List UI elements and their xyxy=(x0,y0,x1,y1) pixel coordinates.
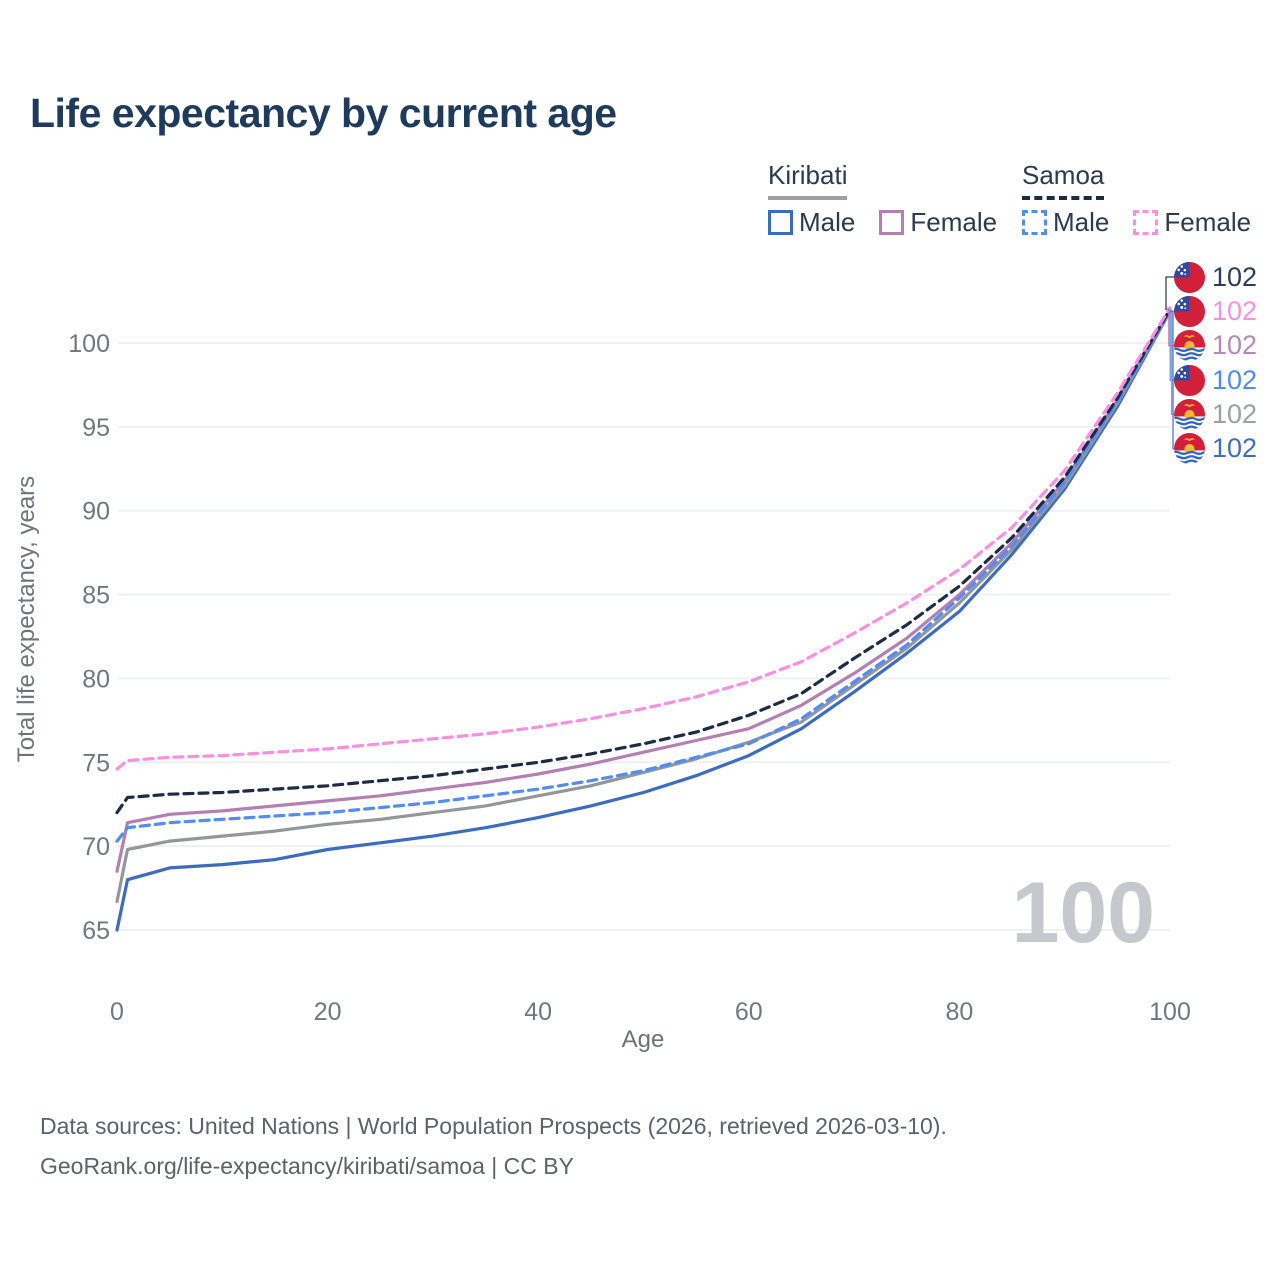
series-line-samoa-all[interactable] xyxy=(115,307,1172,815)
kiribati-flag-icon xyxy=(1174,330,1205,361)
y-tick-label: 80 xyxy=(82,665,110,693)
end-value: 102 xyxy=(1212,398,1258,429)
x-tick-label: 100 xyxy=(1149,998,1191,1026)
data-sources-line1: Data sources: United Nations | World Pop… xyxy=(40,1113,947,1139)
legend-country-samoa[interactable]: Samoa xyxy=(1022,160,1105,200)
y-axis-title: Total life expectancy, years xyxy=(13,475,40,763)
x-tick-label: 60 xyxy=(735,998,763,1026)
y-tick-label: 100 xyxy=(68,330,110,358)
kiribati-flag-icon xyxy=(1174,399,1205,430)
x-tick-label: 0 xyxy=(110,998,124,1026)
end-value: 102 xyxy=(1212,261,1258,292)
data-sources: Data sources: United Nations | World Pop… xyxy=(40,1106,947,1187)
y-tick-label: 65 xyxy=(82,917,110,945)
kiribati-flag-icon xyxy=(1174,433,1205,464)
legend-country-kiribati[interactable]: Kiribati xyxy=(768,160,848,200)
samoa-flag-icon xyxy=(1174,262,1205,293)
end-label-samoa-all: 102 xyxy=(1174,260,1257,294)
x-tick-label: 80 xyxy=(945,998,973,1026)
y-tick-label: 70 xyxy=(82,833,110,861)
samoa-female-swatch-icon xyxy=(1133,210,1159,235)
y-tick-label: 75 xyxy=(82,749,110,777)
series-line-kiribati-all[interactable] xyxy=(115,309,1172,904)
legend-item-samoa-male[interactable]: Male xyxy=(1022,207,1109,238)
series-line-samoa-male[interactable] xyxy=(115,309,1172,843)
legend-label-kiribati-male: Male xyxy=(799,207,856,237)
page-title: Life expectancy by current age xyxy=(30,90,617,136)
kiribati-male-swatch-icon xyxy=(768,210,793,235)
y-tick-label: 90 xyxy=(82,498,110,526)
series-line-samoa-female[interactable] xyxy=(115,306,1172,771)
data-sources-line2[interactable]: GeoRank.org/life-expectancy/kiribati/sam… xyxy=(40,1153,574,1180)
legend-label-kiribati-female: Female xyxy=(910,207,998,237)
legend-item-samoa-female[interactable]: Female xyxy=(1133,207,1251,238)
y-tick-label: 95 xyxy=(82,414,110,442)
end-value: 102 xyxy=(1212,433,1258,464)
legend-group-kiribati: Kiribati Male Female xyxy=(768,160,997,238)
samoa-flag-icon xyxy=(1174,365,1205,396)
end-label-kiribati-female: 102 xyxy=(1174,329,1257,363)
end-label-kiribati-all: 102 xyxy=(1174,397,1257,431)
legend-label-samoa-female: Female xyxy=(1164,207,1252,237)
end-label-samoa-female: 102 xyxy=(1174,294,1257,328)
x-tick-label: 20 xyxy=(314,998,342,1026)
kiribati-female-swatch-icon xyxy=(879,210,905,235)
x-tick-label: 40 xyxy=(524,998,552,1026)
x-axis-title: Age xyxy=(621,1026,665,1053)
series-line-kiribati-female[interactable] xyxy=(115,307,1172,873)
end-value: 102 xyxy=(1212,295,1258,326)
end-value: 102 xyxy=(1212,330,1258,361)
end-label-samoa-male: 102 xyxy=(1174,363,1257,397)
end-label-kiribati-male: 102 xyxy=(1174,432,1257,466)
legend-item-kiribati-female[interactable]: Female xyxy=(879,207,997,238)
samoa-male-swatch-icon xyxy=(1022,210,1047,235)
samoa-flag-icon xyxy=(1174,296,1205,327)
end-value: 102 xyxy=(1212,364,1258,395)
legend-item-kiribati-male[interactable]: Male xyxy=(768,207,855,238)
y-tick-label: 85 xyxy=(82,582,110,610)
age-counter-watermark: 100 xyxy=(1011,865,1156,961)
series-line-kiribati-male[interactable] xyxy=(115,309,1172,932)
legend-group-samoa: Samoa Male Female xyxy=(1022,160,1251,238)
legend-label-samoa-male: Male xyxy=(1053,207,1110,237)
